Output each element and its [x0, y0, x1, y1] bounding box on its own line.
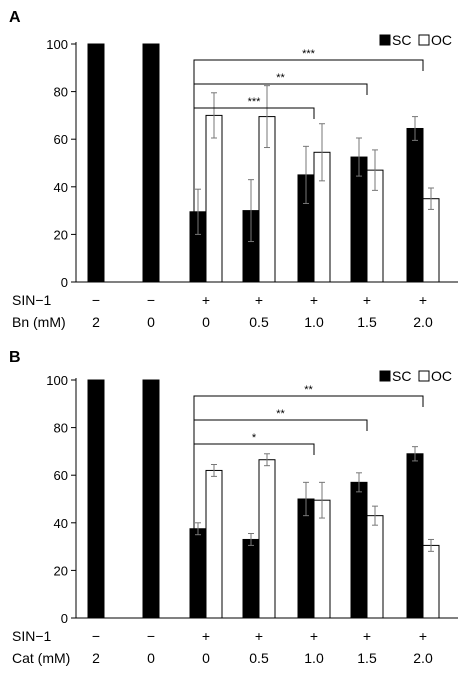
- bar-oc: [366, 515, 384, 619]
- x-tick-label: 2: [92, 314, 100, 330]
- significance-label: ***: [302, 48, 316, 60]
- sin1-value: −: [147, 292, 155, 308]
- bar-sc: [406, 453, 424, 619]
- row-label-conc: Cat (mM): [12, 650, 70, 666]
- sin1-value: +: [255, 628, 263, 644]
- legend-label-oc: OC: [431, 32, 452, 48]
- significance-label: ***: [248, 96, 262, 108]
- bar-sc: [297, 498, 315, 619]
- x-tick-label: 0.5: [249, 314, 269, 330]
- row-label-sin1: SIN−1: [12, 292, 52, 308]
- significance-label: **: [304, 384, 313, 396]
- sin1-value: +: [363, 628, 371, 644]
- legend-swatch-oc: [418, 34, 430, 46]
- sin1-value: −: [92, 292, 100, 308]
- legend-label-sc: SC: [392, 32, 411, 48]
- significance-bracket: [193, 395, 424, 564]
- bar-sc: [189, 528, 207, 619]
- bar-oc: [258, 459, 276, 619]
- x-tick-label: 2.0: [413, 314, 433, 330]
- sin1-value: −: [92, 628, 100, 644]
- legend-label-sc: SC: [392, 368, 411, 384]
- x-tick-label: 2: [92, 650, 100, 666]
- legend-swatch-sc: [379, 370, 391, 382]
- bar-sc: [350, 481, 368, 619]
- bar-oc: [205, 469, 223, 619]
- sin1-value: +: [419, 628, 427, 644]
- bar-sc: [87, 43, 105, 283]
- sin1-value: +: [419, 292, 427, 308]
- x-tick-label: 1.0: [304, 314, 324, 330]
- y-tick-label: 40: [54, 180, 68, 195]
- sin1-value: +: [255, 292, 263, 308]
- y-tick-label: 80: [54, 85, 68, 100]
- x-tick-label: 0: [147, 314, 155, 330]
- legend-swatch-oc: [418, 370, 430, 382]
- y-tick-label: 100: [46, 373, 68, 388]
- bar-sc: [406, 127, 424, 283]
- y-tick-label: 60: [54, 468, 68, 483]
- legend-swatch-sc: [379, 34, 391, 46]
- y-tick-label: 80: [54, 421, 68, 436]
- y-tick-label: 20: [54, 227, 68, 242]
- bar-oc: [422, 544, 440, 619]
- bar-sc: [142, 379, 160, 619]
- y-tick-label: 0: [61, 611, 68, 626]
- row-label-sin1: SIN−1: [12, 628, 52, 644]
- sin1-value: +: [202, 628, 210, 644]
- x-tick-label: 0: [202, 314, 210, 330]
- row-label-conc: Bn (mM): [12, 314, 66, 330]
- significance-label: *: [252, 432, 257, 444]
- sin1-value: +: [310, 292, 318, 308]
- y-tick-label: 20: [54, 563, 68, 578]
- significance-label: **: [276, 408, 285, 420]
- bar-oc: [422, 198, 440, 283]
- y-tick-label: 0: [61, 275, 68, 290]
- x-tick-label: 1.5: [357, 650, 377, 666]
- x-tick-label: 0: [202, 650, 210, 666]
- panel-label: B: [9, 349, 21, 366]
- x-tick-label: 1.5: [357, 314, 377, 330]
- legend-label-oc: OC: [431, 368, 452, 384]
- sin1-value: +: [202, 292, 210, 308]
- sin1-value: +: [363, 292, 371, 308]
- x-tick-label: 2.0: [413, 650, 433, 666]
- significance-bracket: [193, 59, 424, 228]
- bar-sc: [142, 43, 160, 283]
- y-tick-label: 40: [54, 516, 68, 531]
- significance-label: **: [276, 72, 285, 84]
- bar-oc: [205, 114, 223, 283]
- y-tick-label: 100: [46, 37, 68, 52]
- sin1-value: −: [147, 628, 155, 644]
- x-tick-label: 1.0: [304, 650, 324, 666]
- x-tick-label: 0: [147, 650, 155, 666]
- x-tick-label: 0.5: [249, 650, 269, 666]
- sin1-value: +: [310, 628, 318, 644]
- y-tick-label: 60: [54, 132, 68, 147]
- bar-sc: [87, 379, 105, 619]
- bar-sc: [242, 538, 260, 619]
- panel-label: A: [9, 9, 21, 26]
